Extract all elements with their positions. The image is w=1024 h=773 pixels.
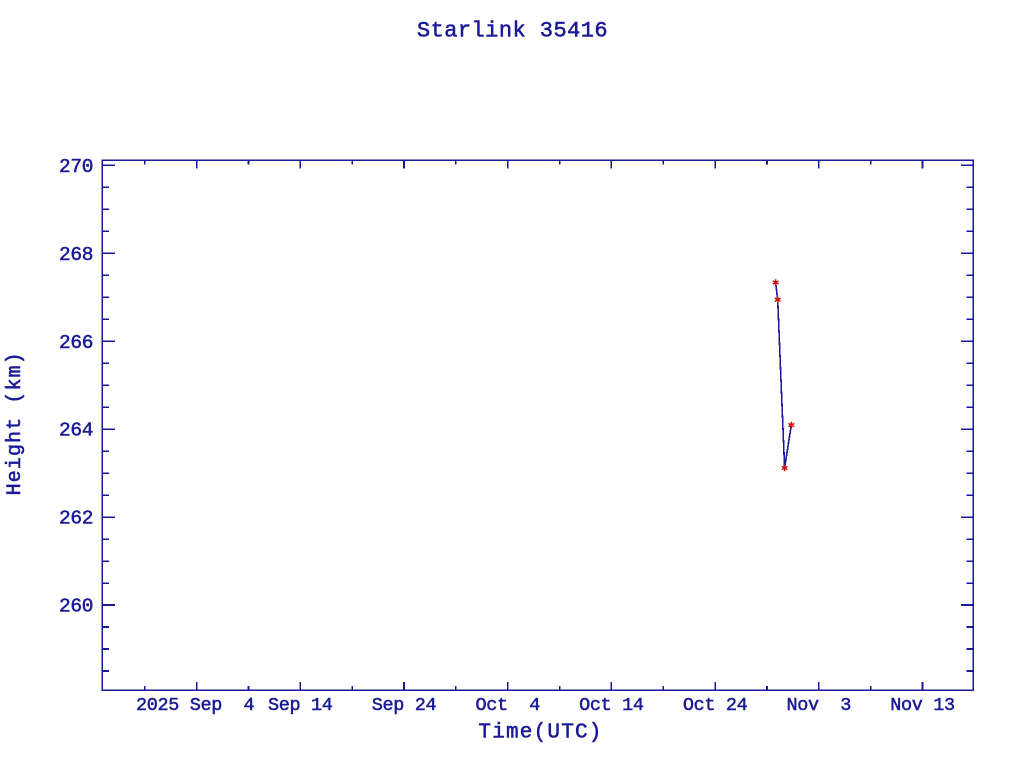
- svg-text:Height (km): Height (km): [4, 351, 27, 495]
- svg-text:268: 268: [59, 244, 93, 266]
- svg-text:Starlink 35416: Starlink 35416: [417, 19, 608, 44]
- svg-text:Oct 14: Oct 14: [579, 695, 644, 716]
- svg-text:262: 262: [59, 508, 93, 530]
- svg-text:2025 Sep 4: 2025 Sep 4: [136, 695, 255, 716]
- svg-text:Nov 3: Nov 3: [787, 695, 852, 716]
- svg-text:Time(UTC): Time(UTC): [478, 722, 602, 745]
- svg-text:260: 260: [59, 596, 93, 618]
- svg-text:264: 264: [59, 420, 93, 442]
- svg-text:Nov 13: Nov 13: [890, 695, 955, 716]
- svg-text:266: 266: [59, 332, 93, 354]
- svg-text:Sep 14: Sep 14: [268, 695, 333, 716]
- svg-text:Oct 24: Oct 24: [683, 695, 748, 716]
- svg-text:Sep 24: Sep 24: [372, 695, 437, 716]
- svg-text:Oct 4: Oct 4: [475, 695, 540, 716]
- svg-text:270: 270: [59, 156, 93, 178]
